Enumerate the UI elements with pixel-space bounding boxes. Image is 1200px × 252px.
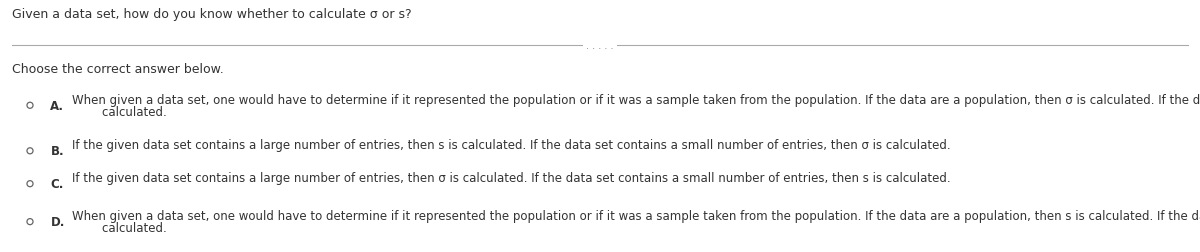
Text: If the given data set contains a large number of entries, then s is calculated. : If the given data set contains a large n… <box>72 139 950 151</box>
Text: When given a data set, one would have to determine if it represented the populat: When given a data set, one would have to… <box>72 93 1200 106</box>
Text: calculated.: calculated. <box>72 222 167 234</box>
Text: . . . . .: . . . . . <box>587 40 613 50</box>
Text: B.: B. <box>50 145 64 158</box>
Text: If the given data set contains a large number of entries, then σ is calculated. : If the given data set contains a large n… <box>72 171 950 184</box>
Text: calculated.: calculated. <box>72 106 167 118</box>
Text: A.: A. <box>50 99 65 112</box>
Text: Choose the correct answer below.: Choose the correct answer below. <box>12 63 223 76</box>
Text: C.: C. <box>50 177 64 191</box>
Text: Given a data set, how do you know whether to calculate σ or s?: Given a data set, how do you know whethe… <box>12 8 412 20</box>
Text: D.: D. <box>50 215 65 228</box>
Text: When given a data set, one would have to determine if it represented the populat: When given a data set, one would have to… <box>72 209 1200 222</box>
